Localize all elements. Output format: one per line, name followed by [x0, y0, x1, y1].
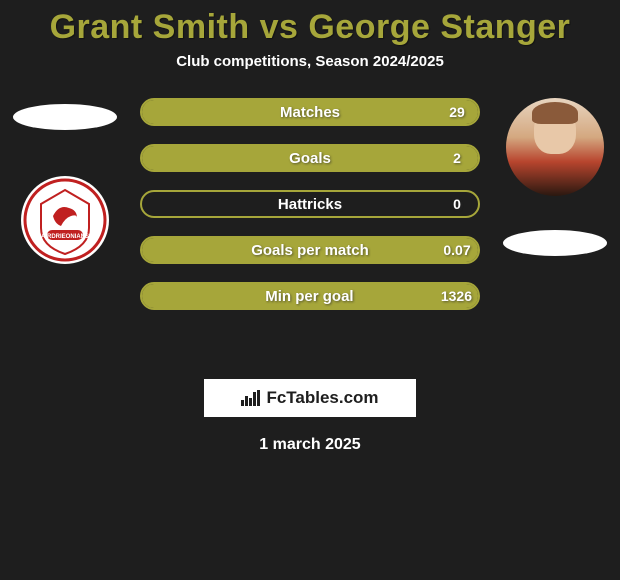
player-right-placeholder [503, 230, 607, 256]
brand-logo[interactable]: FcTables.com [203, 378, 417, 418]
stat-label: Goals [184, 150, 436, 167]
bar-chart-icon [241, 390, 260, 406]
stats-list: Matches29 Goals2 Hattricks0 Goals per match… [140, 98, 480, 310]
player-right-photo [506, 98, 604, 196]
player-left-placeholder [13, 104, 117, 130]
stat-label: Goals per match [184, 242, 436, 259]
stat-bar: Matches29 [140, 98, 480, 126]
stat-bar: Min per goal1326 [140, 282, 480, 310]
stat-bar: Goals per match0.07 [140, 236, 480, 264]
stat-label: Min per goal [184, 288, 435, 305]
club-badge-text: AIRDRIEONIANS [41, 234, 89, 240]
stat-value-right: 0.07 [436, 242, 478, 258]
stat-value-right: 0 [436, 196, 478, 212]
stat-bar: Hattricks0 [140, 190, 480, 218]
brand-label: FcTables.com [266, 388, 378, 408]
player-right-column [495, 98, 615, 262]
subtitle: Club competitions, Season 2024/2025 [0, 53, 620, 70]
club-crest-icon: AIRDRIEONIANS [21, 176, 109, 264]
club-badge-left: AIRDRIEONIANS [21, 176, 109, 264]
page-title: Grant Smith vs George Stanger [0, 8, 620, 47]
date-label: 1 march 2025 [0, 436, 620, 454]
stat-value-right: 2 [436, 150, 478, 166]
comparison-area: AIRDRIEONIANS Matches29 Goals2 Hattricks0 G… [0, 98, 620, 358]
stat-value-right: 29 [436, 104, 478, 120]
stat-bar: Goals2 [140, 144, 480, 172]
player-left-column: AIRDRIEONIANS [5, 98, 125, 264]
stat-label: Hattricks [184, 196, 436, 213]
stat-label: Matches [184, 104, 436, 121]
stat-value-right: 1326 [435, 288, 478, 304]
